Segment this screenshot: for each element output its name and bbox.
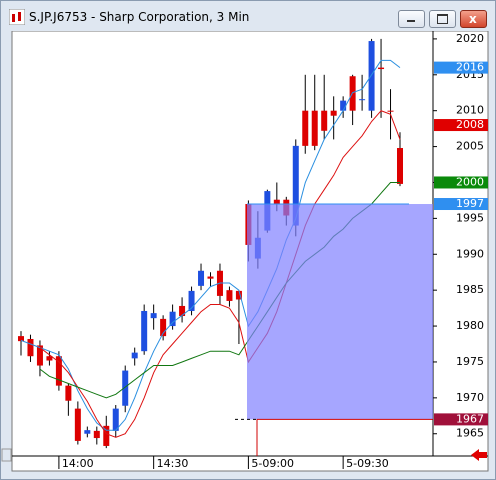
chart: 1965 1970 1975 1980 1985 1990 1995 2000 2005 2010… — [1, 31, 489, 472]
y-tick-label: 2020 — [456, 32, 484, 45]
candle-body — [321, 110, 328, 131]
close-button[interactable]: x — [460, 10, 487, 28]
candle-body — [150, 313, 157, 319]
y-tick-label: 1970 — [456, 391, 484, 404]
candle-body — [311, 110, 318, 146]
candle-body — [340, 100, 347, 111]
moving-average-line — [39, 110, 401, 438]
candle-body — [112, 408, 119, 431]
candle-body — [330, 110, 337, 116]
corner-icon[interactable] — [1, 448, 12, 462]
x-tick-label: 5-09:30 — [346, 457, 389, 470]
candle-body — [27, 338, 34, 357]
price-marker — [434, 119, 488, 132]
price-marker — [434, 61, 488, 74]
candle-body — [55, 356, 62, 386]
moving-average-line — [20, 59, 401, 431]
y-tick-label: 1980 — [456, 319, 484, 332]
x-tick-label: 14:30 — [157, 457, 189, 470]
candle-body — [74, 408, 81, 441]
candle-body — [65, 385, 72, 401]
candle-body — [93, 430, 100, 439]
window-title: S.JP.J6753 - Sharp Corporation, 3 Min — [29, 10, 250, 24]
candle-body — [188, 290, 195, 311]
x-tick-label: 5-09:00 — [251, 457, 294, 470]
price-marker-label: 2016 — [456, 61, 484, 74]
app-icon — [9, 9, 25, 25]
candle-body — [103, 425, 110, 446]
y-tick-label: 2005 — [456, 140, 484, 153]
y-tick-label: 2010 — [456, 104, 484, 117]
price-marker — [434, 198, 488, 211]
candle-body — [18, 336, 24, 342]
price-marker-label: 2008 — [456, 118, 484, 131]
y-tick-label: 1995 — [456, 211, 484, 224]
title-bar: S.JP.J6753 - Sharp Corporation, 3 Min x — [1, 1, 495, 31]
price-marker-label: 1967 — [456, 412, 484, 425]
zone-overlay — [247, 204, 433, 420]
candle-body — [131, 352, 138, 359]
price-marker-label: 1997 — [456, 197, 484, 210]
candle-body — [84, 430, 91, 434]
candle-body — [141, 310, 148, 352]
candle-body — [122, 370, 129, 406]
price-marker — [434, 413, 488, 426]
candle-body — [302, 110, 309, 146]
candle-body — [207, 276, 214, 279]
candle-body — [226, 290, 233, 301]
candle-body — [397, 148, 403, 184]
candle-body — [36, 345, 43, 366]
price-marker — [434, 176, 488, 189]
candle-body — [387, 110, 394, 112]
candle-body — [292, 145, 299, 226]
y-tick-label: 1990 — [456, 247, 484, 260]
candle-body — [179, 305, 186, 317]
scroll-arrow[interactable] — [471, 449, 487, 461]
y-tick-label: 1985 — [456, 283, 484, 296]
candle-body — [160, 318, 167, 337]
candle-body — [198, 270, 205, 286]
candle-body — [368, 41, 375, 111]
candle-body — [46, 356, 53, 361]
candle-body — [235, 290, 242, 300]
candle-body — [273, 199, 280, 205]
price-marker-label: 2000 — [456, 175, 484, 188]
candle-body — [169, 311, 176, 327]
maximize-button[interactable] — [429, 10, 456, 28]
candle-body — [359, 99, 366, 101]
y-tick-label: 1965 — [456, 427, 484, 440]
candle-body — [378, 67, 385, 70]
minimize-button[interactable] — [398, 10, 425, 28]
x-tick-label: 14:00 — [62, 457, 94, 470]
y-tick-label: 1975 — [456, 355, 484, 368]
